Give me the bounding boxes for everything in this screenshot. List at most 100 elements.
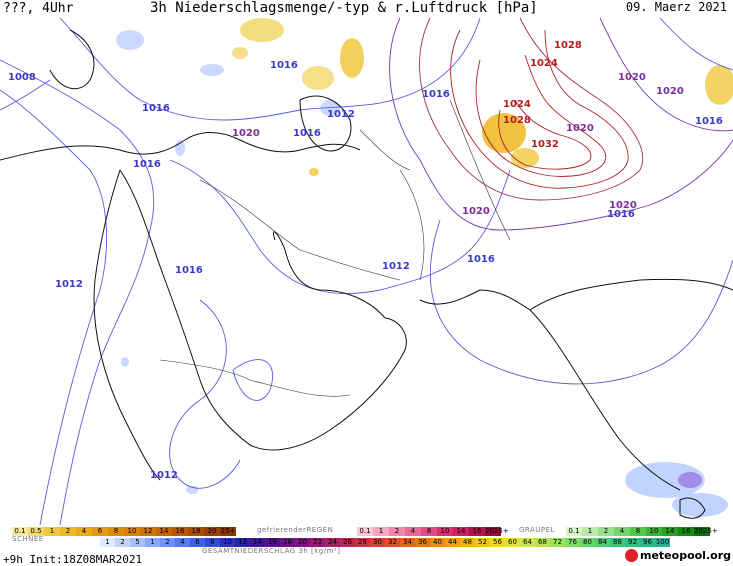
total-swatch: 88 [610,538,625,547]
isobar-line [419,17,644,201]
rain-patch [121,357,129,367]
total-swatch: 22 [310,538,325,547]
total-swatch: 1 [145,538,160,547]
isobar-label: 1020 [232,128,260,139]
isobar-label: 1016 [467,254,495,265]
isobar-line [0,79,51,111]
total-swatch: 76 [565,538,580,547]
snow-patch [232,47,248,59]
total-swatch: 26 [340,538,355,547]
total-swatch: 16 [265,538,280,547]
total-swatch: 2 [115,538,130,547]
graupel-swatch: 4 [614,527,630,536]
isobar-label: 1020 [609,200,637,211]
rain-patch [200,64,224,76]
isobar-label: 1016 [422,89,450,100]
snow-swatch: 10 [124,527,140,536]
total-swatch: 36 [415,538,430,547]
isobar-line [232,359,274,401]
coastline [679,497,706,519]
rain-swatch: 2 [389,527,405,536]
total-swatch: 6 [190,538,205,547]
snow-swatch: 6 [92,527,108,536]
coastline [0,139,186,161]
isobar-line [599,17,733,132]
snow-patch [705,65,733,105]
rain-swatch: 4 [405,527,421,536]
isobar-label: 1016 [133,159,161,170]
country-borders [159,99,511,397]
rain-swatch: 0.1 [357,527,373,536]
border-line [199,179,301,251]
isobar-label: 1020 [462,206,490,217]
total-swatch: 30 [370,538,385,547]
total-swatch: 92 [625,538,640,547]
total-swatch: 14 [250,538,265,547]
total-swatch: 40 [430,538,445,547]
isobar-label: 1020 [618,72,646,83]
isobar-label: 1024 [530,58,558,69]
coastline [272,231,386,319]
isobar-label: 1028 [503,115,531,126]
header-bar: ???, 4Uhr 3h Niederschlagsmenge/-typ & r… [0,0,733,18]
coastline [119,169,407,451]
total-swatch: 2 [160,538,175,547]
total-swatch: 68 [535,538,550,547]
meteopool-logo-icon [625,549,638,562]
isobar-line [475,54,606,177]
coastline [184,132,361,153]
border-line [159,359,251,381]
isobar-label: 1012 [327,109,355,120]
isobar-line [0,59,155,525]
isobar-line [429,219,733,385]
border-line [449,99,511,241]
total-swatch: 52 [475,538,490,547]
snow-label: SCHNEE [12,535,44,543]
border-line [359,129,411,171]
snow-patch [302,66,334,90]
total-swatch: 96 [640,538,655,547]
isobar-label: 1016 [695,116,723,127]
isobar-line [0,89,108,525]
rain-patch [625,462,705,498]
total-swatch: 60 [505,538,520,547]
total-swatch: 4 [175,538,190,547]
meteopool-logo-text: meteopool.org [640,549,731,562]
coastline [93,169,161,481]
rain-swatch: 2025+ [485,527,509,536]
graupel-swatch: 8 [630,527,646,536]
rain-swatch: 16 [469,527,485,536]
snow-swatch: 1 [44,527,60,536]
total-swatch: 56 [490,538,505,547]
snow-swatch: 18 [188,527,204,536]
isobar-line [450,29,629,189]
coastline [419,289,681,491]
total-swatch: 34 [400,538,415,547]
graupel-swatch: 16 [678,527,694,536]
isobar-label: 1012 [150,470,178,481]
isobar-line [389,17,733,231]
isobar-lines [0,17,733,525]
meteopool-logo[interactable]: meteopool.org [625,549,731,562]
snow-swatch: 20 [204,527,220,536]
isobar-line [169,299,241,489]
total-label: GESAMTNIEDERSCHLAG 3h [kg/m²] [202,547,341,555]
isobar-label: 1024 [503,99,531,110]
total-swatch: 84 [595,538,610,547]
isobar-label: 1012 [55,279,83,290]
pressure-map: 1008 1016 1016 1016 1016 1016 1016 1012 … [0,17,733,525]
total-swatch: 12 [235,538,250,547]
total-swatch: 28 [355,538,370,547]
rain-swatch: 14 [453,527,469,536]
snow-patch [482,113,526,153]
snow-swatch: 2 [60,527,76,536]
border-line [299,249,401,281]
isobar-label: 1020 [656,86,684,97]
total-swatch: 44 [445,538,460,547]
graupel-swatch: 1 [582,527,598,536]
isobar-line [59,17,481,121]
isobar-label: 1012 [382,261,410,272]
snow-patch [511,148,539,168]
isobar-labels: 1008 1016 1016 1016 1016 1016 1016 1012 … [8,17,723,481]
